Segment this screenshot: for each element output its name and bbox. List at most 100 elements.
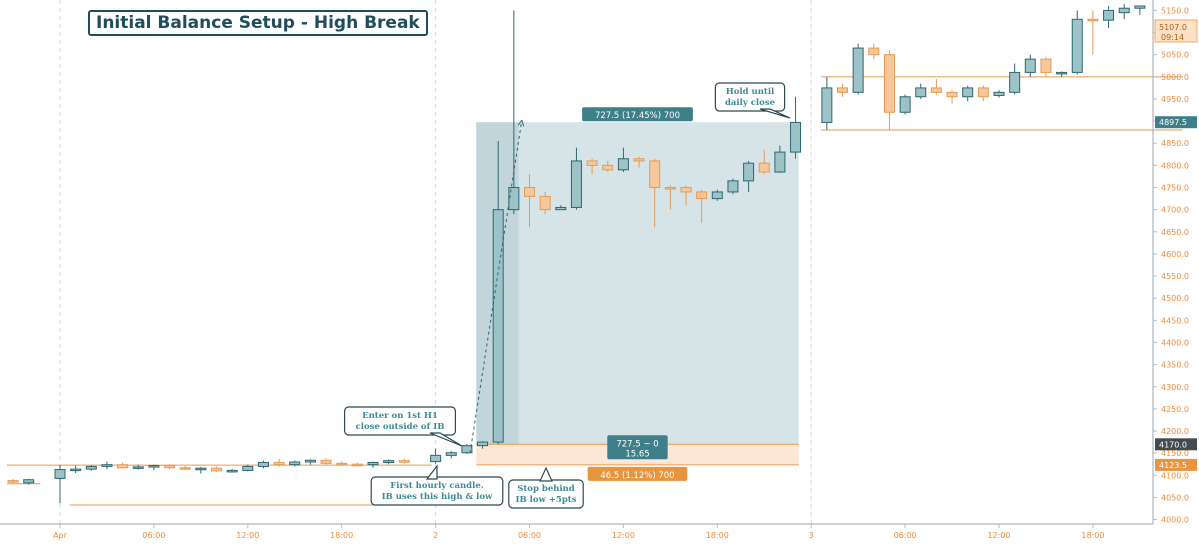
candle-body (774, 151, 786, 173)
enter-annotation-box (344, 406, 457, 436)
candle-down (930, 79, 942, 95)
candle-body (930, 87, 942, 93)
candle-up (492, 141, 504, 445)
candle-up (1009, 63, 1021, 95)
candle-body (351, 463, 363, 467)
y-tick-label: 5050.0 (1161, 51, 1189, 60)
candle-up (821, 76, 833, 130)
candle-down (977, 85, 989, 102)
candle-down (398, 458, 410, 464)
candle-body (132, 466, 144, 469)
x-tick-label: 18:00 (330, 531, 353, 540)
candle-up (304, 459, 316, 465)
candle-down (633, 156, 645, 168)
y-tick-label: 4000.0 (1161, 516, 1189, 525)
candle-body (336, 462, 348, 466)
candle-body (148, 465, 160, 468)
candle-down (273, 458, 285, 467)
candle-down (946, 90, 958, 104)
candle-down (680, 185, 692, 206)
candle-body (1134, 5, 1146, 9)
candle-down (336, 461, 348, 467)
price-tag-target-text: 4897.5 (1159, 118, 1187, 127)
y-tick-label: 4250.0 (1161, 405, 1189, 414)
first-hourly-annotation-text: First hourly candle. (390, 481, 483, 491)
current-time-text: 09:14 (1161, 33, 1184, 42)
candle-up (23, 478, 35, 485)
candle-body (696, 191, 708, 200)
x-tick-label: 18:00 (706, 531, 729, 540)
loss-badge-text: 46.5 (1.12%) 700 (600, 471, 674, 481)
candle-body (1024, 58, 1036, 73)
candle-up (711, 189, 723, 201)
candle-body (445, 452, 457, 456)
profit-badge: 727.5 (17.45%) 700 (582, 107, 693, 122)
candle-body (962, 87, 974, 98)
hold-annotation-box (714, 82, 786, 112)
candle-down (1087, 10, 1099, 55)
candle-down (1040, 56, 1052, 77)
candle-up (1134, 5, 1146, 15)
first-hourly-annotation-tail (425, 464, 438, 480)
y-tick-label: 4950.0 (1161, 95, 1189, 104)
y-tick-label: 4800.0 (1161, 161, 1189, 170)
first-hourly-annotation-text: IB uses this high & low (382, 492, 493, 502)
candle-body (977, 87, 989, 98)
candle-body (821, 87, 833, 123)
y-tick-label: 4850.0 (1161, 139, 1189, 148)
candle-down (117, 462, 129, 469)
candle-up (1071, 10, 1083, 75)
candle-down (649, 158, 661, 228)
y-tick-label: 5000.0 (1161, 73, 1189, 82)
x-tick-label: Apr (53, 531, 68, 540)
candle-body (570, 160, 582, 208)
y-tick-label: 4050.0 (1161, 493, 1189, 502)
candle-down (837, 83, 848, 97)
candle-body (539, 195, 551, 211)
candle-body (915, 87, 927, 98)
projection-arrow (469, 121, 522, 454)
candle-up (962, 85, 974, 102)
candle-up (555, 205, 567, 211)
candle-body (837, 87, 848, 93)
candle-down (320, 458, 332, 465)
candle-up (477, 441, 489, 449)
candle-body (883, 54, 895, 113)
candle-body (524, 187, 535, 197)
chart-title: Initial Balance Setup - High Break (88, 10, 428, 36)
y-tick-label: 4350.0 (1161, 361, 1189, 370)
x-tick-label: 3 (809, 531, 814, 540)
candle-down (7, 478, 19, 484)
candle-body (743, 162, 755, 182)
candle-up (226, 469, 238, 473)
candle-body (946, 91, 958, 98)
y-tick-label: 4400.0 (1161, 338, 1189, 347)
candle-body (367, 461, 379, 466)
candle-body (664, 187, 676, 190)
candle-up (257, 460, 269, 469)
x-tick-label: 12:00 (236, 531, 259, 540)
candle-body (508, 187, 520, 211)
price-tag-target: 4897.5 (1155, 116, 1197, 129)
y-tick-label: 4600.0 (1161, 250, 1189, 259)
candle-up (790, 96, 802, 159)
candle-body (680, 187, 692, 193)
stop-annotation-text: IB low +5pts (516, 495, 577, 505)
candle-body (1103, 9, 1115, 21)
candle-body (430, 454, 442, 463)
candle-up (852, 43, 864, 95)
x-tick-label: 12:00 (612, 531, 635, 540)
candle-body (179, 467, 191, 470)
hold-annotation-tail (759, 108, 791, 119)
candle-up (430, 448, 442, 464)
x-tick-label: 2 (433, 531, 438, 540)
candle-body (117, 464, 129, 469)
candle-body (383, 460, 395, 463)
candle-body (586, 160, 598, 166)
y-tick-label: 4500.0 (1161, 294, 1189, 303)
candle-body (398, 460, 410, 463)
profit-badge-text: 727.5 (17.45%) 700 (595, 111, 680, 121)
